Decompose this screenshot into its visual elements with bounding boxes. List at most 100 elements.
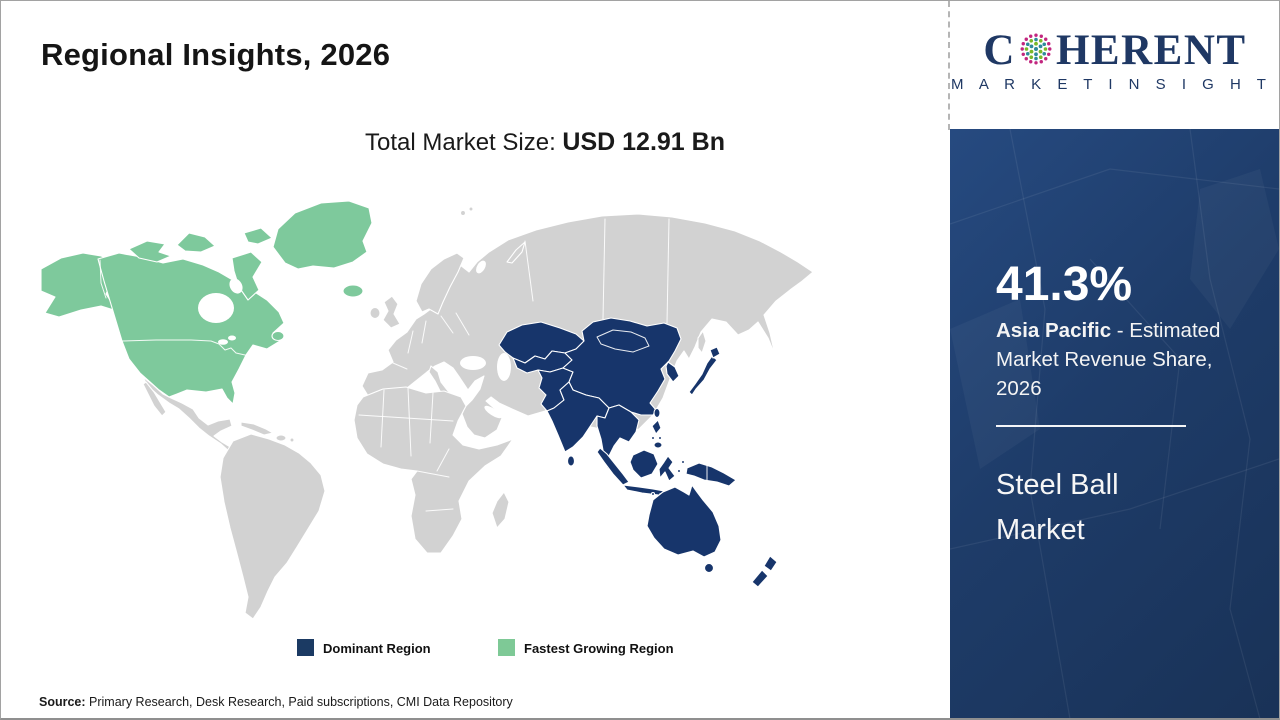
australia (646, 484, 722, 558)
total-market-size: Total Market Size: USD 12.91 Bn (145, 128, 945, 157)
africa-border-4 (429, 392, 434, 444)
arctic-island-2 (176, 232, 216, 253)
taiwan (653, 407, 661, 419)
coherent-logo: C HERENT M A R K E T I N S I G H T S (951, 27, 1279, 93)
new-guinea (685, 462, 737, 487)
africa-border-6 (425, 508, 454, 512)
greenland (272, 200, 373, 270)
scandinavia (415, 252, 465, 315)
tasmania (703, 562, 715, 574)
maluku-2 (680, 459, 686, 465)
newfoundland (271, 330, 285, 342)
svalbard-2 (468, 206, 474, 212)
south-america (219, 433, 326, 620)
baja-california (142, 381, 167, 417)
europe-border-5 (392, 362, 408, 370)
persian-gulf (484, 405, 502, 419)
china-mongolia (562, 317, 682, 416)
africa-border-2 (380, 389, 385, 448)
europe-border-4 (455, 312, 470, 336)
sri-lanka (566, 455, 576, 467)
hokkaido (709, 346, 721, 359)
canada-usa-mainland (97, 252, 285, 405)
dominant-region-swatch (297, 639, 314, 656)
market-name: Steel Ball Market (996, 469, 1119, 546)
dominant-region-label: Dominant Region (323, 641, 431, 656)
puerto-rico (289, 437, 295, 443)
us-canada-border (121, 339, 246, 356)
africa-border-7 (436, 448, 450, 472)
alaska-canada-border (99, 259, 107, 299)
sumatra (596, 447, 630, 486)
java (622, 484, 665, 496)
white-sea (476, 260, 486, 274)
great-lake-1 (218, 339, 228, 345)
africa (353, 386, 514, 554)
mindanao-philippines (653, 441, 663, 449)
united-kingdom (382, 295, 401, 329)
ellesmere-island (243, 227, 273, 245)
hudson-bay (198, 293, 234, 323)
region-asia-pacific (498, 317, 778, 588)
sidebar-map-texture (950, 129, 1279, 718)
madagascar (491, 491, 510, 529)
caspian-sea (497, 353, 511, 381)
africa-border-3 (407, 387, 412, 457)
world-map (40, 200, 814, 620)
russia-border-1 (524, 240, 534, 302)
source-line: Source: Primary Research, Desk Research,… (39, 695, 513, 709)
fastest-growing-region-label: Fastest Growing Region (524, 641, 674, 656)
inland-seas (198, 260, 511, 419)
page-title: Regional Insights, 2026 (41, 37, 391, 72)
hudson-strait (229, 278, 243, 294)
share-desc-text: - Estimated Market Revenue Share, 2026 (996, 319, 1221, 401)
lesser-sunda-1 (650, 491, 656, 497)
logo-tagline: M A R K E T I N S I G H T S (951, 76, 1280, 94)
revenue-share-description: Asia Pacific - Estimated Market Revenue … (996, 316, 1236, 403)
total-market-size-value: USD 12.91 Bn (562, 128, 725, 156)
cuba (240, 421, 274, 436)
mongolia-border (596, 329, 650, 353)
arctic-island-1 (128, 240, 172, 263)
europe-border-2 (421, 320, 427, 344)
black-sea (460, 356, 486, 370)
sulawesi (658, 455, 676, 482)
korea (665, 361, 680, 383)
baffin-island (231, 251, 263, 301)
logo-word-start: C (983, 27, 1016, 74)
dashed-separator (948, 1, 950, 130)
total-market-size-label: Total Market Size: (365, 129, 563, 156)
country-borders (99, 218, 708, 512)
hispaniola (275, 434, 287, 442)
maluku-1 (676, 468, 682, 474)
new-zealand-south (751, 569, 769, 588)
globe-dots-icon (1020, 33, 1052, 65)
africa-border-1 (358, 414, 454, 422)
logo-word-end: HERENT (1055, 27, 1247, 74)
visayas-2 (657, 435, 663, 441)
europe-border-1 (407, 330, 414, 354)
new-zealand-north (763, 555, 778, 572)
sidebar-panel: 41.3% Asia Pacific - Estimated Market Re… (950, 129, 1279, 718)
india (546, 381, 610, 453)
europe-border-3 (440, 315, 454, 334)
source-label: Source: (39, 695, 86, 709)
ireland (369, 306, 381, 320)
fastest-growing-region-swatch (498, 639, 515, 656)
luzon-philippines (651, 419, 662, 435)
borneo (629, 449, 659, 479)
iceland (342, 284, 364, 298)
visayas-1 (650, 435, 656, 441)
source-text: Primary Research, Desk Research, Paid su… (85, 695, 513, 709)
great-lake-2 (228, 335, 236, 341)
svalbard (459, 209, 467, 217)
logo-wordmark: C HERENT (951, 27, 1279, 74)
region-name: Asia Pacific (996, 319, 1112, 342)
sidebar-divider (996, 425, 1186, 427)
sakhalin (697, 330, 707, 354)
revenue-share-value: 41.3% (996, 258, 1133, 311)
africa-border-5 (416, 470, 450, 478)
novaya-zemlya (506, 241, 526, 264)
russia-border-3 (666, 218, 670, 324)
